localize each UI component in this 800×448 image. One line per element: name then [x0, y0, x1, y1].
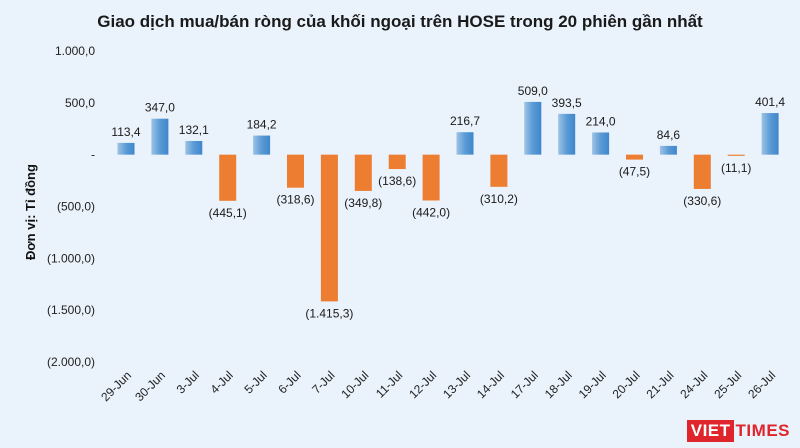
logo-part-b: TIMES — [735, 421, 790, 440]
data-label: (1.415,3) — [305, 306, 353, 320]
x-tick-label: 10-Jul — [338, 368, 371, 401]
bar — [219, 154, 237, 201]
data-label: 184,2 — [247, 118, 277, 132]
x-tick-label: 21-Jul — [644, 368, 677, 401]
x-tick-label: 20-Jul — [610, 368, 643, 401]
x-tick-label: 7-Jul — [309, 368, 337, 396]
y-tick-label: 1.000,0 — [55, 44, 95, 58]
x-tick-label: 18-Jul — [542, 368, 575, 401]
x-tick-label: 29-Jun — [98, 368, 134, 404]
x-tick-label: 14-Jul — [474, 368, 507, 401]
bar — [592, 132, 610, 155]
bar — [761, 113, 779, 155]
bar — [388, 154, 406, 170]
data-label: (330,6) — [683, 194, 721, 208]
bar — [422, 154, 440, 201]
bar — [659, 145, 677, 155]
x-tick-label: 19-Jul — [576, 368, 609, 401]
x-tick-label: 5-Jul — [241, 368, 269, 396]
x-tick-label: 4-Jul — [208, 368, 236, 396]
data-label: (442,0) — [412, 205, 450, 219]
logo-part-a: VIET — [686, 420, 734, 442]
bar — [490, 154, 508, 187]
x-tick-label: 26-Jul — [745, 368, 778, 401]
y-tick-label: 500,0 — [65, 96, 95, 110]
x-tick-label: 12-Jul — [406, 368, 439, 401]
y-tick-label: (2.000,0) — [47, 355, 95, 369]
bar — [456, 132, 474, 155]
y-tick-label: (1.500,0) — [47, 303, 95, 317]
y-tick-label: (1.000,0) — [47, 251, 95, 265]
data-label: 509,0 — [518, 84, 548, 98]
x-tick-label: 3-Jul — [174, 368, 202, 396]
data-labels-group: 113,4 347,0 132,1 (445,1) 184,2 (318,6) (1.415… — [111, 84, 785, 320]
bar — [354, 154, 372, 191]
data-label: 401,4 — [755, 95, 785, 109]
data-label: (47,5) — [619, 165, 650, 179]
data-label: 393,5 — [552, 96, 582, 110]
data-label: 214,0 — [586, 114, 616, 128]
bar — [253, 135, 271, 155]
bar — [693, 154, 711, 189]
bar — [727, 154, 745, 156]
bars-group — [117, 101, 779, 302]
x-tick-label: 30-Jun — [132, 368, 168, 404]
data-label: (138,6) — [378, 174, 416, 188]
bar — [558, 113, 576, 155]
data-label: (349,8) — [344, 196, 382, 210]
bar — [185, 140, 203, 155]
data-label: 347,0 — [145, 101, 175, 115]
bar — [524, 101, 542, 155]
data-label: (11,1) — [721, 161, 751, 175]
bar — [151, 118, 169, 155]
bar — [287, 154, 304, 188]
data-label: 132,1 — [179, 123, 209, 137]
x-tick-label: 25-Jul — [711, 368, 744, 401]
x-tick-label: 24-Jul — [677, 368, 710, 401]
x-tick-label: 6-Jul — [275, 368, 303, 396]
data-label: (445,1) — [209, 206, 247, 220]
viettimes-logo: VIET TIMES — [686, 420, 790, 442]
chart-title: Giao dịch mua/bán ròng của khối ngoại tr… — [97, 12, 703, 31]
y-tick-label: - — [91, 148, 95, 162]
bar — [320, 154, 338, 302]
data-label: 84,6 — [657, 128, 681, 142]
data-label: (310,2) — [480, 192, 518, 206]
y-axis-label: Đơn vị: Tỉ đồng — [23, 164, 38, 260]
y-tick-label: (500,0) — [57, 200, 95, 214]
x-tick-label: 17-Jul — [508, 368, 541, 401]
bar — [626, 154, 643, 160]
x-tick-label: 13-Jul — [440, 368, 473, 401]
y-axis-ticks: 1.000,0 500,0 - (500,0) (1.000,0) (1.500,0) (2… — [47, 44, 95, 369]
bar — [117, 142, 135, 155]
data-label: 113,4 — [111, 125, 140, 139]
data-label: 216,7 — [450, 114, 480, 128]
x-tick-label: 11-Jul — [373, 368, 405, 400]
data-label: (318,6) — [276, 193, 314, 207]
